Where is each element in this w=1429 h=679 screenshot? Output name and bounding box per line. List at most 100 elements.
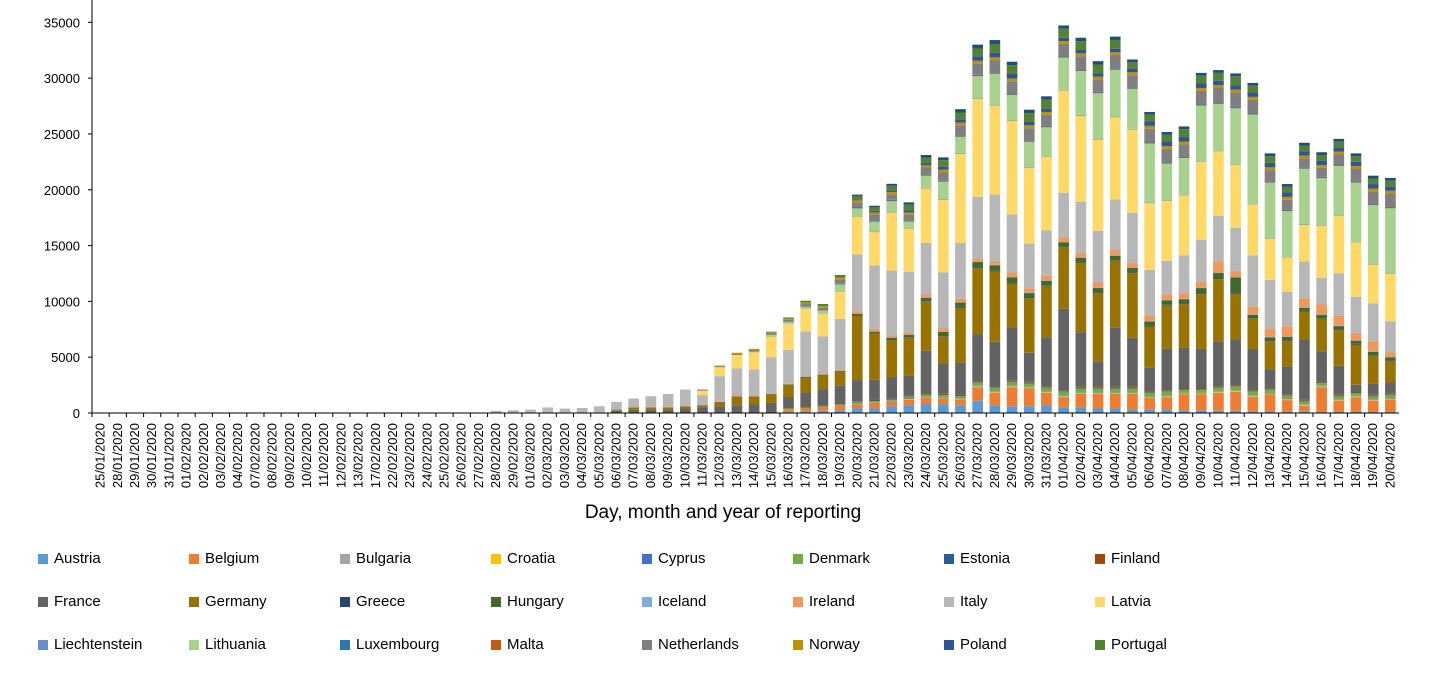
bar-segment <box>1333 215 1345 274</box>
bar-segment <box>1058 56 1069 57</box>
bar-segment <box>1178 156 1190 158</box>
bar-segment <box>851 216 863 217</box>
bar-segment <box>1264 170 1276 182</box>
bar-segment <box>834 404 846 405</box>
bar-segment <box>1230 293 1241 294</box>
bar-segment <box>1109 393 1121 395</box>
bar-segment <box>937 398 949 405</box>
bar-segment <box>1367 264 1379 304</box>
bar-segment <box>1367 355 1379 356</box>
bar-segment <box>1041 99 1052 109</box>
bar-segment <box>1367 411 1379 413</box>
bar-segment <box>1195 75 1207 84</box>
bar-segment <box>1264 393 1276 395</box>
bar-segment <box>869 331 880 332</box>
bar-segment <box>1195 90 1207 105</box>
bar-segment <box>886 399 898 400</box>
x-tick-label: 21/03/2020 <box>866 423 881 488</box>
bar-segment <box>1195 161 1207 162</box>
x-tick-label: 09/04/2020 <box>1193 423 1208 488</box>
bar-segment <box>1264 162 1276 168</box>
stacked-bar-chart: 0 5000 10000 15000 20000 25000 30000 35000 25/0… <box>44 0 1399 523</box>
bar-segment <box>1178 393 1190 395</box>
bar-segment <box>1006 385 1018 387</box>
bar-segment <box>1041 405 1052 413</box>
bar-segment <box>972 261 983 263</box>
bar-segment <box>1195 294 1207 349</box>
bar-segment <box>937 363 949 394</box>
legend-item: Norway <box>793 636 860 653</box>
bar-segment <box>1127 267 1138 269</box>
bar-segment <box>851 195 863 200</box>
legend-label: Poland <box>960 636 1007 653</box>
bar-segment <box>1109 68 1121 70</box>
bar-segment <box>937 166 949 170</box>
bar-segment <box>1178 129 1190 138</box>
bar-segment <box>1299 142 1310 146</box>
bar-segment <box>1161 162 1173 164</box>
bar-segment <box>1075 386 1087 388</box>
bar-segment <box>1385 394 1396 396</box>
bar-segment <box>817 406 829 408</box>
bar-segment <box>697 390 708 396</box>
bar-segment <box>1127 409 1138 413</box>
y-axis: 0 5000 10000 15000 20000 25000 30000 35000 <box>44 0 93 421</box>
bar-segment <box>748 396 760 405</box>
bar-segment <box>783 319 794 322</box>
bar-segment <box>851 315 863 381</box>
x-tick-label: 01/03/2020 <box>523 423 538 488</box>
legend-item: Iceland <box>642 593 706 610</box>
bar-segment <box>1161 300 1173 305</box>
bar-segment <box>989 341 1001 387</box>
bar-segment <box>903 395 915 397</box>
bar-segment <box>1385 382 1396 394</box>
bar-segment <box>937 336 949 364</box>
bar-segment <box>1230 385 1241 387</box>
bar-segment <box>1247 203 1259 205</box>
legend-swatch <box>340 553 350 564</box>
bar-segment <box>1247 314 1259 315</box>
bar-segment <box>989 387 1001 388</box>
bar-segment <box>920 188 932 243</box>
bar-segment <box>989 386 1001 388</box>
bar-segment <box>1075 56 1087 70</box>
bar-segment <box>869 408 880 413</box>
bar-segment <box>1213 80 1224 86</box>
legend-swatch <box>944 639 954 650</box>
bar-segment <box>1299 307 1310 311</box>
bar-segment <box>1333 151 1345 155</box>
bar-segment <box>645 396 657 408</box>
bar-segment <box>1264 153 1276 157</box>
bar-segment <box>1041 392 1052 393</box>
bar-segment <box>714 367 726 377</box>
bar-segment <box>1109 249 1121 256</box>
bar-segment <box>1058 407 1069 413</box>
bar-segment <box>1264 167 1276 171</box>
bar-segment <box>1247 113 1259 115</box>
bar-segment <box>1367 191 1379 204</box>
bar-segment <box>1023 386 1035 388</box>
bar-segment <box>1316 318 1327 319</box>
bar-segment <box>869 331 880 333</box>
bar-segment <box>1316 225 1327 278</box>
bar-segment <box>1316 385 1327 387</box>
legend-label: Italy <box>960 593 988 610</box>
bar-segment <box>697 407 708 413</box>
bar-segment <box>989 105 1001 106</box>
x-tick-label: 10/03/2020 <box>677 423 692 488</box>
bar-segment <box>1299 155 1310 159</box>
bar-segment <box>1144 202 1155 270</box>
bar-segment <box>903 399 915 406</box>
x-tick-label: 09/03/2020 <box>660 423 675 488</box>
bar-segment <box>834 370 846 371</box>
bar-segment <box>920 297 932 302</box>
legend-item: Netherlands <box>642 636 739 653</box>
bar-segment <box>1350 396 1362 398</box>
bar-segment <box>1316 387 1327 412</box>
bar-segment <box>972 196 983 259</box>
bar-segment <box>679 389 691 407</box>
bar-segment <box>886 399 898 401</box>
bar-segment <box>869 212 880 215</box>
bar-segment <box>490 410 502 413</box>
x-tick-label: 26/03/2020 <box>952 423 967 488</box>
